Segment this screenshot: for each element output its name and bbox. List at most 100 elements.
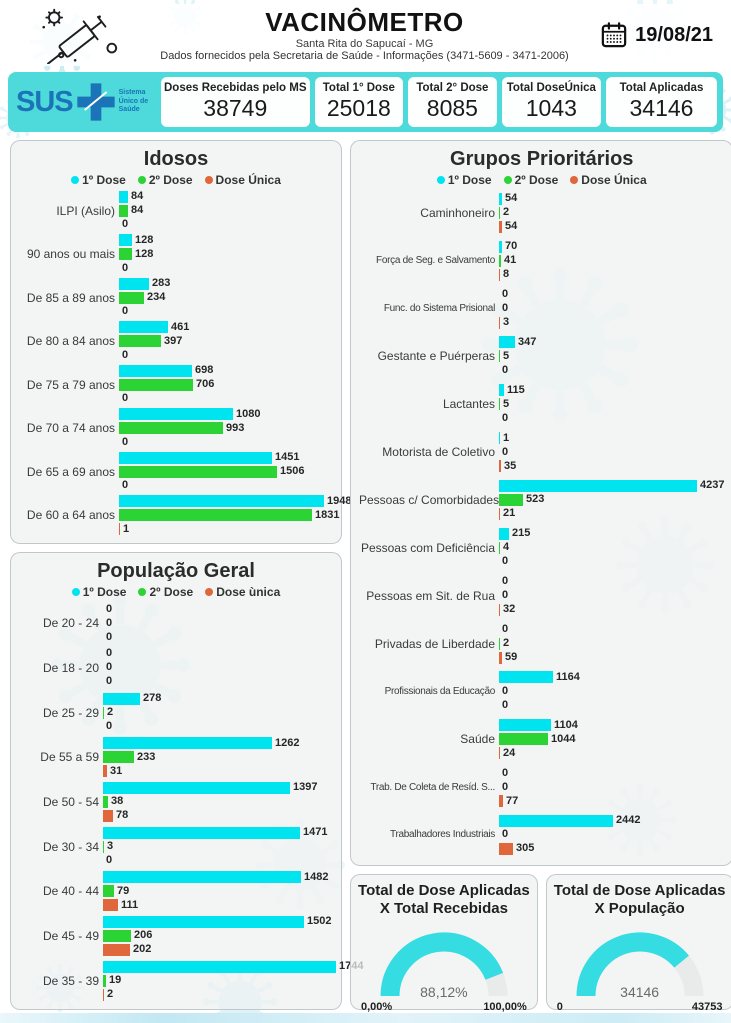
value-label: 461	[171, 320, 190, 333]
bar-dose2	[499, 493, 523, 506]
legend-dot-icon	[436, 176, 445, 184]
value-label: 1451	[275, 451, 300, 464]
bar-dose-unica	[499, 842, 513, 855]
bar-dose1	[119, 321, 168, 334]
value-label: 84	[131, 204, 144, 217]
chart-row: Pessoas em Sit. de Rua 0 0 32	[359, 574, 724, 617]
bar-dose-unica	[499, 747, 500, 760]
bar-dose1	[119, 277, 149, 290]
bar-dose1	[119, 408, 233, 421]
bar-dose1	[119, 190, 128, 203]
legend-dot-icon	[205, 588, 214, 596]
value-label: 0	[502, 302, 509, 315]
bar-dose2	[103, 974, 106, 987]
value-label: 1471	[303, 826, 328, 839]
gauge-min-label: 0,00%	[361, 1001, 393, 1014]
value-label: 0	[502, 766, 509, 779]
bar-dose2	[499, 206, 500, 219]
value-label: 59	[505, 651, 518, 664]
value-label: 305	[516, 842, 535, 855]
stat-value: 25018	[326, 95, 391, 121]
value-label: 77	[506, 794, 519, 807]
bar-dose2	[499, 254, 501, 267]
value-label: 523	[526, 493, 545, 506]
chart-card-idosos: Idosos 1º Dose 2º Dose Dose Única ILPI (As…	[10, 140, 351, 544]
category-label: De 50 - 54	[42, 794, 99, 809]
value-label: 1831	[315, 508, 340, 521]
stat-label: Total DoseÚnica	[506, 82, 596, 94]
legend-item: 1º Dose	[436, 173, 492, 187]
chart-row: De 55 a 59 1262 233 31	[19, 736, 333, 779]
category-label: De 45 - 49	[42, 928, 99, 943]
category-label: De 70 a 74 anos	[26, 421, 115, 436]
chart-row: De 60 a 64 anos 1948 1831 1	[19, 494, 351, 537]
chart-row: Trab. De Coleta de Resíd. S... 0 0 77	[359, 766, 724, 809]
category-label: Pessoas em Sit. de Rua	[366, 588, 495, 603]
bar-dose2	[499, 350, 500, 363]
value-label: 0	[122, 348, 129, 361]
value-label: 698	[195, 364, 214, 377]
legend-dot-icon	[570, 176, 579, 184]
legend-item: Dose ùnica	[205, 585, 280, 599]
value-label: 215	[512, 527, 531, 540]
chart-row: Lactantes 115 5 0	[359, 383, 724, 426]
category-label: Pessoas c/ Comorbidades	[359, 492, 499, 507]
bar-dose1	[499, 432, 500, 445]
value-label: 3	[503, 316, 510, 329]
gauge-card-aplicadas-populacao: Total de Dose Aplicadas X População 3414…	[545, 874, 731, 1014]
gauge-title: Total de Dose Aplicadas X População	[553, 882, 726, 917]
chart-rows: Caminhoneiro 54 2 54 Força de Seg. e Salvame…	[359, 189, 724, 859]
sus-logo-text: SUS	[16, 85, 74, 118]
subtitle: Santa Rita do Sapucaí - MG	[295, 37, 434, 50]
bottom-accent-strip	[0, 1013, 731, 1023]
chart-row: Força de Seg. e Salvamento 70 41 8	[359, 239, 724, 282]
value-label: 4237	[700, 479, 725, 492]
value-label: 4	[503, 541, 510, 554]
bar-dose-unica	[499, 316, 500, 329]
value-label: 2442	[616, 814, 641, 827]
legend-item: Dose Única	[570, 173, 647, 187]
value-label: 234	[147, 291, 166, 304]
stats-band: SUS Sistema Único de Saúde Doses Recebid…	[8, 72, 723, 132]
legend-label: 1º Dose	[82, 585, 127, 599]
chart-row: De 85 a 89 anos 283 234 0	[19, 276, 333, 319]
bar-dose2	[119, 465, 277, 478]
legend-item: 2º Dose	[503, 173, 558, 187]
chart-rows: De 20 - 24 0 0 0 De 18 - 20 0 0 0 De 25 - 29 278 2…	[19, 601, 363, 1003]
sus-logo: SUS Sistema Único de Saúde	[14, 82, 156, 122]
category-label: Privadas de Liberdade	[374, 636, 495, 651]
chart-legend: 1º Dose 2º Dose Dose Única	[19, 173, 333, 187]
category-label: De 25 - 29	[42, 705, 99, 720]
legend-dot-icon	[138, 588, 147, 596]
charts-grid: Idosos 1º Dose 2º Dose Dose Única ILPI (As…	[10, 140, 731, 1014]
value-label: 1104	[554, 718, 578, 731]
bar-dose-unica	[103, 809, 113, 822]
chart-row: De 25 - 29 278 2 0	[19, 691, 333, 734]
value-label: 31	[110, 764, 123, 777]
chart-row: De 40 - 44 1482 79 111	[19, 870, 333, 913]
stat-value: 1043	[525, 95, 577, 121]
gauge-arc: 88,12%	[369, 918, 519, 1000]
category-label: De 20 - 24	[42, 616, 99, 631]
bar-dose2	[499, 541, 500, 554]
chart-row: Profissionais da Educação 1164 0 0	[359, 670, 724, 713]
bar-dose-unica	[119, 523, 120, 536]
category-label: Profissionais da Educação	[384, 685, 496, 697]
value-label: 21	[503, 507, 516, 520]
gauge-max-label: 43753	[691, 1001, 723, 1014]
chart-row: De 30 - 34 1471 3 0	[19, 825, 333, 868]
value-label: 0	[502, 828, 509, 841]
date-display: 19/08/21	[581, 22, 713, 48]
chart-title: População Geral	[97, 560, 255, 582]
category-label: De 30 - 34	[42, 839, 99, 854]
chart-row: Saúde 1104 1044 24	[359, 718, 724, 761]
bar-dose1	[499, 336, 515, 349]
value-label: 70	[505, 240, 518, 253]
category-label: De 18 - 20	[42, 660, 99, 675]
category-label: Caminhoneiro	[420, 205, 495, 220]
value-label: 128	[135, 233, 154, 246]
info-line: Dados fornecidos pela Secretaria de Saúd…	[160, 49, 569, 62]
bar-dose-unica	[499, 603, 500, 616]
value-label: 1502	[307, 915, 332, 928]
